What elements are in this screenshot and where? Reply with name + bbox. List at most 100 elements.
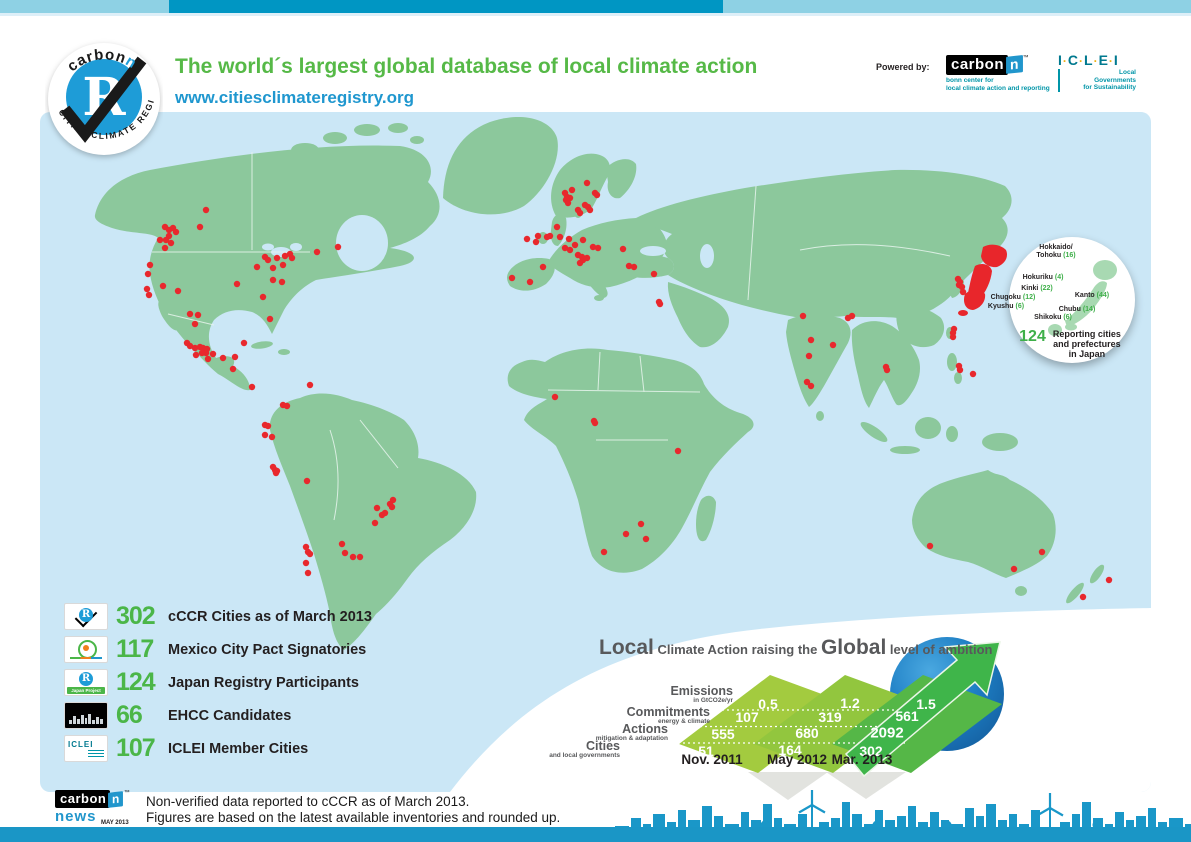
cccr-logo: R carbonn CITIES CLIMATE REGISTRY	[41, 25, 163, 165]
value-cities-2011: 51	[698, 743, 714, 759]
iclei-dot-icon: ·	[1093, 54, 1099, 68]
growth-arrow-icon	[844, 641, 1001, 778]
iclei-line-3: for Sustainability	[1083, 84, 1136, 91]
map-legend: R 302 cCCR Cities as of March 2013 117 M…	[64, 600, 372, 765]
japan-registry-badge-icon: R Japan Project	[64, 669, 108, 696]
legend-row-japan-registry: R Japan Project 124 Japan Registry Partic…	[64, 666, 372, 699]
registry-url-link[interactable]: www.citiesclimateregistry.org	[175, 88, 415, 107]
disclaimer-line-2: Figures are based on the latest availabl…	[146, 809, 561, 825]
value-emissions-2013: 1.5	[916, 696, 936, 712]
region-count: (12)	[1022, 294, 1036, 301]
region-name: Hokkaido/ Tohoku	[1036, 244, 1073, 259]
region-count: (16)	[1063, 252, 1076, 259]
row-separators	[663, 709, 941, 744]
ehcc-badge-icon	[64, 702, 108, 729]
iclei-letter: C	[1067, 52, 1080, 68]
news-date: MAY 2013	[100, 820, 129, 826]
value-actions-2012: 680	[795, 725, 819, 741]
bottom-bar	[0, 827, 1191, 842]
legend-number: 66	[116, 701, 143, 729]
value-commitments-2013: 561	[895, 708, 919, 724]
japan-region-hokuriku: Hokuriku (4)	[1013, 274, 1073, 282]
iclei-letter: E	[1098, 52, 1109, 68]
legend-label: EHCC Candidates	[168, 707, 292, 724]
legend-label: ICLEI Member Cities	[168, 740, 309, 757]
value-emissions-2011: 0.5	[758, 696, 778, 712]
region-count: (4)	[1054, 274, 1064, 281]
japan-total-caption: Reporting cities and prefectures in Japa…	[1052, 329, 1121, 359]
disclaimer-text: Non-verified data reported to cCCR as of…	[146, 794, 560, 825]
iclei-dot-icon: ·	[1062, 54, 1068, 68]
iclei-letter: I	[1113, 52, 1119, 68]
axis-label-mar-2013: Mar. 2013	[831, 752, 893, 767]
carbonn-logo-black: carbon	[946, 55, 1009, 75]
japan-total-number: 124	[1019, 328, 1046, 345]
carbonn-center-logo: carbon n ™ bonn center for local climate ac…	[946, 55, 1116, 92]
top-bar-strip	[0, 13, 1191, 16]
japan-project-band: Japan Project	[67, 687, 105, 694]
region-name: Shikoku	[1034, 314, 1062, 321]
mexico-city-pact-badge-icon	[64, 636, 108, 663]
japan-region-kinki: Kinki (22)	[1007, 285, 1067, 293]
trademark: ™	[123, 790, 130, 796]
iclei-badge-icon: ICLEI	[64, 735, 108, 762]
japan-region-shikoku: Shikoku (6)	[1023, 314, 1083, 322]
continents	[94, 117, 1105, 650]
legend-number: 117	[116, 635, 154, 663]
iclei-dot-icon: ·	[1079, 54, 1085, 68]
chart-shadow	[748, 772, 828, 800]
chart-title-mid: Climate Action raising the	[653, 642, 821, 657]
powered-by-label: Powered by:	[876, 62, 930, 72]
carbonn-tagline-2: local climate action and reporting	[946, 84, 1050, 92]
carbonn-tagline-1: bonn center for	[946, 77, 994, 84]
top-bar-light-right	[723, 0, 1191, 13]
legend-row-cccr: R 302 cCCR Cities as of March 2013	[64, 600, 372, 633]
region-name: Kanto	[1074, 292, 1095, 299]
japan-region-chugoku: Chugoku (12)	[983, 294, 1043, 302]
chart-title-end: level of ambition	[886, 642, 993, 657]
row-label-commitments: Commitments energy & climate	[626, 705, 710, 725]
region-name: Kinki	[1021, 285, 1039, 292]
region-count: (22)	[1040, 285, 1053, 292]
row-label-cities: Cities and local governments	[549, 739, 620, 759]
region-name: Chubu	[1058, 306, 1081, 313]
news-logo-n: n	[108, 791, 124, 808]
diamond-nov-2011	[679, 675, 849, 773]
city-dots	[143, 179, 1113, 601]
chart-shadow	[826, 772, 906, 799]
region-count: (6)	[1063, 314, 1072, 321]
iclei-line-1: Local	[1119, 69, 1136, 76]
disclaimer-line-1: Non-verified data reported to cCCR as of…	[146, 794, 470, 809]
value-cities-2012: 164	[778, 742, 802, 758]
legend-row-iclei: ICLEI 107 ICLEI Member Cities	[64, 732, 372, 765]
country-borders	[152, 152, 951, 521]
top-bar-dark	[169, 0, 723, 13]
legend-label: Mexico City Pact Signatories	[168, 641, 367, 658]
axis-label-nov-2011: Nov. 2011	[681, 752, 743, 767]
value-emissions-2012: 1.2	[840, 695, 860, 711]
japan-highlight	[958, 244, 1007, 316]
row-label-actions: Actions mitigation & adaptation	[595, 722, 668, 742]
chart-title-local: Local	[599, 636, 654, 659]
cccr-badge-icon: R	[64, 603, 108, 630]
iclei-dot-icon: ·	[1108, 54, 1114, 68]
chart-title: Local Climate Action raising the Global …	[599, 636, 993, 660]
page-title: The world´s largest global database of l…	[175, 55, 758, 78]
legend-label: cCCR Cities as of March 2013	[168, 608, 372, 625]
region-count: (44)	[1096, 292, 1110, 299]
carbonn-news-logo: carbon n ™ news MAY 2013	[55, 790, 145, 826]
region-name: Kyushu	[987, 303, 1014, 310]
value-commitments-2012: 319	[818, 709, 842, 725]
region-name: Hokuriku	[1022, 274, 1053, 281]
iclei-letter: L	[1084, 52, 1094, 68]
row-label-emissions: Emissions in GtCO2e/yr	[670, 684, 733, 704]
iclei-letter: I	[1058, 52, 1063, 68]
iclei-logo: I·C·L·E·I Local Governments for Sustaina…	[1058, 52, 1136, 92]
japan-region-hokkaido-tohoku: Hokkaido/ Tohoku (16)	[1026, 244, 1086, 260]
news-logo-black: carbon	[55, 790, 111, 808]
diamond-may-2012	[754, 675, 924, 773]
axis-label-may-2012: May 2012	[766, 752, 828, 767]
japan-region-kanto: Kanto (44)	[1062, 292, 1122, 300]
news-word: news	[55, 808, 97, 825]
region-count: (6)	[1015, 303, 1025, 310]
